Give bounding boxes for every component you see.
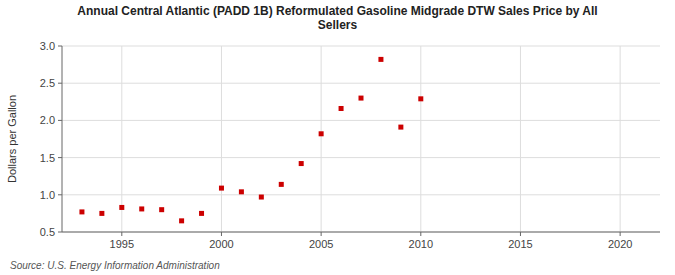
chart: Annual Central Atlantic (PADD 1B) Reform… xyxy=(0,0,675,275)
grid-line xyxy=(62,194,660,195)
title-line: Sellers xyxy=(318,18,358,32)
point xyxy=(339,106,344,111)
title: Annual Central Atlantic (PADD 1B) Reform… xyxy=(77,4,597,32)
point xyxy=(99,211,104,216)
tick-label: 2005 xyxy=(309,238,333,250)
point xyxy=(239,189,244,194)
tick-mark xyxy=(58,194,62,195)
grid-line xyxy=(520,46,521,232)
tick-label: 0.5 xyxy=(40,226,55,238)
point xyxy=(159,207,164,212)
tick-mark xyxy=(58,120,62,121)
tick-label: 1.0 xyxy=(40,189,55,201)
point xyxy=(398,125,403,130)
tick-label: 2010 xyxy=(409,238,433,250)
grid-line xyxy=(321,46,322,232)
point xyxy=(359,96,364,101)
tick-label: 2020 xyxy=(608,238,632,250)
grid-line xyxy=(62,83,660,84)
point xyxy=(79,209,84,214)
tick-label: 2000 xyxy=(209,238,233,250)
grid-line xyxy=(221,46,222,232)
x-axis-line xyxy=(62,232,660,233)
tick-label: 2.5 xyxy=(40,77,55,89)
tick-mark xyxy=(221,232,222,236)
tick-mark xyxy=(58,157,62,158)
point xyxy=(378,57,383,62)
tick-mark xyxy=(321,232,322,236)
tick-mark xyxy=(121,232,122,236)
tick-label: 1.5 xyxy=(40,152,55,164)
tick-label: 2.0 xyxy=(40,114,55,126)
grid-line xyxy=(620,46,621,232)
tick-label: 3.0 xyxy=(40,40,55,52)
tick-mark xyxy=(58,46,62,47)
tick-mark xyxy=(58,232,62,233)
point xyxy=(139,206,144,211)
point xyxy=(179,218,184,223)
grid-line xyxy=(420,46,421,232)
grid-line xyxy=(62,157,660,158)
grid-line xyxy=(62,120,660,121)
points xyxy=(79,57,423,223)
tick-label: 2015 xyxy=(508,238,532,250)
tick-mark xyxy=(420,232,421,236)
point xyxy=(199,211,204,216)
grid-line xyxy=(62,232,660,233)
tick-mark xyxy=(620,232,621,236)
tick-mark xyxy=(520,232,521,236)
point xyxy=(119,205,124,210)
point xyxy=(319,131,324,136)
source: Source: U.S. Energy Information Administ… xyxy=(10,260,220,271)
y-axis-line xyxy=(62,46,63,232)
tick-label: 1995 xyxy=(110,238,134,250)
grid-line xyxy=(121,46,122,232)
point xyxy=(299,161,304,166)
point xyxy=(279,182,284,187)
point xyxy=(219,186,224,191)
y-axis-label: Dollars per Gallon xyxy=(6,95,18,183)
grid xyxy=(62,46,660,232)
point xyxy=(259,195,264,200)
grid-line xyxy=(62,46,660,47)
tick-mark xyxy=(58,83,62,84)
title-line: Annual Central Atlantic (PADD 1B) Reform… xyxy=(77,4,597,18)
point xyxy=(418,96,423,101)
